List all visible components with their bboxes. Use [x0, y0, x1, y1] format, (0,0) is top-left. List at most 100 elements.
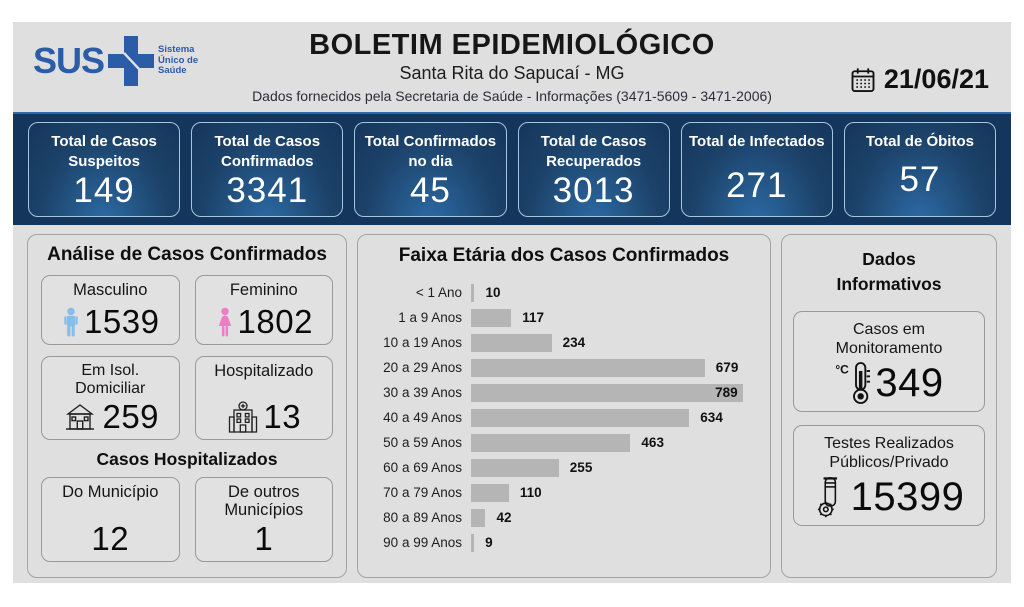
analysis-panel: Análise de Casos Confirmados Masculino: [27, 234, 347, 578]
card-testes: Testes Realizados Públicos/Privado: [793, 425, 985, 526]
sus-logo-tagline: Sistema Único de Saúde: [158, 43, 199, 77]
calendar-icon: [849, 66, 877, 94]
chart-value-label: 117: [522, 310, 545, 325]
chart-category-label: 40 a 49 Anos: [383, 410, 462, 425]
main-area: Análise de Casos Confirmados Masculino: [13, 225, 1011, 581]
chart-category-label: < 1 Ano: [415, 285, 462, 300]
chart-row: 30 a 39 Anos 789: [374, 380, 754, 405]
chart-row: 20 a 29 Anos 679: [374, 355, 754, 380]
sus-logo-text: SUS: [33, 40, 105, 81]
svg-text:°C: °C: [836, 363, 850, 377]
card-hospitalizado: Hospitalizado: [194, 356, 333, 440]
card-monitoramento: Casos em Monitoramento °C: [793, 310, 985, 413]
card-label: Testes Realizados Públicos/Privado: [824, 435, 954, 472]
chart-value-label: 234: [562, 335, 586, 350]
chart-bar: [471, 483, 509, 502]
card-value-row: 12: [45, 520, 176, 558]
stat-label: Total de Casos Confirmados: [214, 133, 321, 170]
card-value: 259: [102, 397, 160, 435]
chart-row: 60 a 69 Anos 255: [374, 455, 754, 480]
chart-bar-track: 42: [471, 508, 754, 527]
chart-row: 90 a 99 Anos 9: [374, 530, 754, 555]
card-value-row: 15399: [798, 475, 980, 520]
chart-value-label: 255: [569, 460, 593, 475]
chart-bar: [471, 308, 512, 327]
thermometer-icon: °C: [834, 360, 874, 406]
stat-card-confirmados: Total de Casos Confirmados 3341: [191, 122, 344, 217]
chart-value-label: 679: [715, 360, 739, 375]
chart-bar: [471, 458, 559, 477]
card-label: Do Município: [62, 482, 159, 501]
chart-category-label: 70 a 79 Anos: [383, 485, 462, 500]
chart-row: 10 a 19 Anos 234: [374, 330, 754, 355]
card-value-row: 1802: [199, 303, 330, 341]
chart-category-label: 50 a 59 Anos: [383, 435, 462, 450]
test-tube-icon: [814, 475, 850, 519]
chart-row: 40 a 49 Anos 634: [374, 405, 754, 430]
info-line: Dados fornecidos pela Secretaria de Saúd…: [252, 88, 772, 104]
report-date: 21/06/21: [883, 64, 989, 94]
chart-bar: [471, 333, 552, 352]
chart-bar-track: 234: [471, 333, 754, 352]
city-subtitle: Santa Rita do Sapucaí - MG: [399, 63, 625, 83]
chart-value-label: 634: [700, 410, 723, 425]
age-chart-panel: Faixa Etária dos Casos Confirmados < 1 A…: [357, 234, 771, 578]
card-value: 15399: [850, 474, 965, 519]
chart-value-label: 110: [519, 485, 542, 500]
chart-value-label: 42: [496, 510, 512, 525]
stat-card-suspeitos: Total de Casos Suspeitos 149: [28, 122, 181, 217]
stat-card-confirmados-dia: Total Confirmados no dia 45: [354, 122, 507, 217]
stat-value: 45: [409, 171, 451, 210]
chart-category-label: 10 a 19 Anos: [383, 335, 462, 350]
card-label: Hospitalizado: [214, 362, 314, 380]
card-isolamento: Em Isol. Domiciliar: [41, 356, 180, 440]
stat-card-obitos: Total de Óbitos 57: [843, 122, 997, 217]
chart-bar-track: 463: [471, 433, 754, 452]
analysis-grid: Masculino: [41, 275, 333, 440]
chart-bar-track: 679: [471, 358, 754, 377]
female-icon: [215, 307, 235, 337]
chart-value-label: 463: [641, 435, 664, 450]
sus-logo: SUS Sistema Único de Saúde: [33, 36, 210, 86]
stat-label: Total de Casos Recuperados: [540, 133, 647, 170]
male-icon: [61, 307, 81, 337]
chart-bar: [471, 508, 486, 527]
card-value: 1: [254, 519, 274, 557]
hospital-icon: [226, 400, 260, 434]
hospitalized-title: Casos Hospitalizados: [96, 448, 278, 469]
chart-category-label: 60 a 69 Anos: [383, 460, 462, 475]
card-value-row: 13: [199, 398, 330, 436]
chart-row: 80 a 89 Anos 42: [374, 505, 754, 530]
informative-title: Dados Informativos: [836, 249, 942, 295]
chart-bar-track: 10: [471, 283, 754, 302]
card-value: 13: [263, 397, 302, 435]
chart-bar: [471, 433, 631, 452]
chart-bar: [471, 283, 475, 302]
card-label: Masculino: [73, 281, 148, 299]
card-label: De outros Municípios: [224, 482, 304, 520]
stat-card-recuperados: Total de Casos Recuperados 3013: [517, 122, 670, 217]
stats-bar: Total de Casos Suspeitos 149 Total de Ca…: [13, 112, 1011, 225]
chart-bar: 789: [471, 383, 743, 402]
chart-row: 50 a 59 Anos 463: [374, 430, 754, 455]
card-value: 349: [875, 360, 944, 405]
stat-value: 149: [73, 171, 135, 210]
date-block: 21/06/21: [849, 64, 989, 95]
chart-category-label: 80 a 89 Anos: [383, 510, 462, 525]
card-label: Feminino: [229, 281, 298, 299]
card-value-row: °C 349: [798, 360, 980, 406]
stat-value: 3013: [552, 171, 635, 210]
bulletin-content: SUS Sistema Único de Saúde BOLETIM EPIDE…: [13, 22, 1011, 583]
stat-label: Total Confirmados no dia: [364, 133, 497, 170]
chart-row: 70 a 79 Anos 110: [374, 480, 754, 505]
card-value-row: 259: [45, 398, 176, 436]
stat-label: Total de Óbitos: [865, 133, 974, 150]
stat-value: 3341: [226, 171, 309, 210]
header-titles: BOLETIM EPIDEMIOLÓGICO Santa Rita do Sap…: [13, 22, 1011, 104]
chart-bar-track: 117: [471, 308, 754, 327]
chart-bar: [471, 408, 690, 427]
chart-bar-track: 9: [471, 533, 754, 552]
card-label: Em Isol. Domiciliar: [75, 362, 146, 397]
sus-cross-icon: [108, 36, 155, 86]
